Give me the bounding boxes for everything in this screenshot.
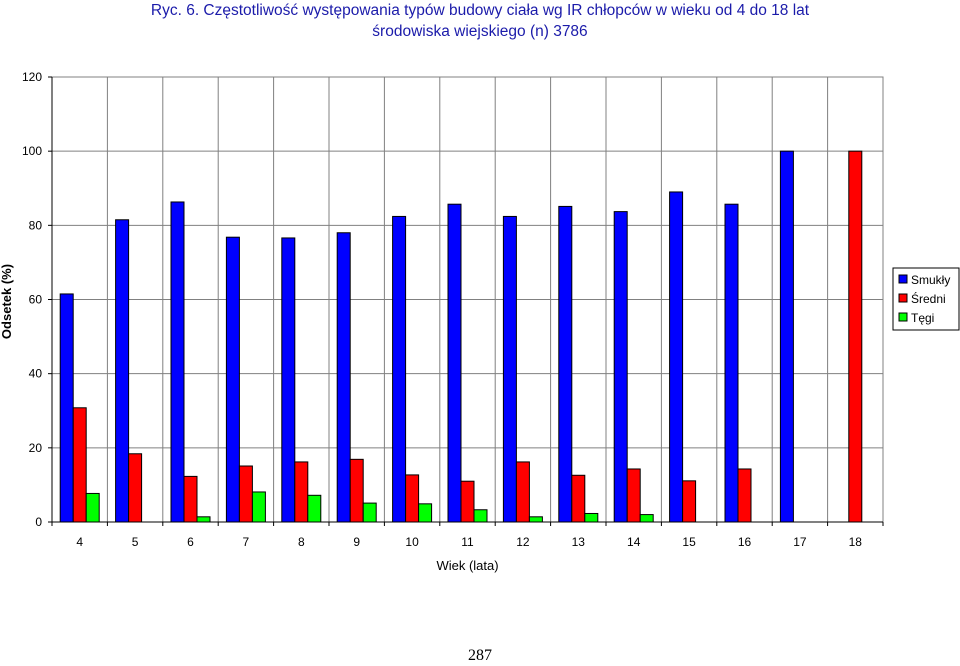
- legend-label-średni: Średni: [911, 291, 946, 306]
- x-tick-label: 5: [132, 535, 139, 549]
- legend-swatch-średni: [898, 293, 908, 303]
- x-tick-label: 7: [243, 535, 250, 549]
- bar-smukły-16: [724, 203, 739, 523]
- bar-średni-6: [183, 475, 198, 523]
- bar-średni-14: [626, 468, 641, 523]
- y-tick-label: 0: [35, 515, 42, 529]
- bar-tęgi-6: [196, 516, 211, 523]
- x-tick-label: 15: [682, 535, 696, 549]
- x-tick-label: 9: [353, 535, 360, 549]
- bar-średni-18: [848, 150, 863, 523]
- bar-smukły-5: [115, 219, 130, 523]
- legend-swatch-tęgi: [898, 312, 908, 322]
- x-tick-label: 18: [849, 535, 863, 549]
- bar-smukły-9: [336, 232, 351, 523]
- bar-średni-16: [737, 468, 752, 523]
- bar-średni-10: [405, 474, 420, 523]
- x-tick-label: 13: [572, 535, 586, 549]
- bar-tęgi-9: [362, 502, 377, 523]
- x-tick-label: 17: [793, 535, 807, 549]
- x-tick-label: 8: [298, 535, 305, 549]
- x-tick-label: 4: [76, 535, 83, 549]
- bar-średni-9: [349, 458, 364, 523]
- bar-średni-11: [460, 480, 475, 523]
- bar-smukły-4: [59, 293, 74, 523]
- legend-label-tęgi: Tęgi: [911, 311, 934, 325]
- y-axis-ticks: 0 20 40 60 80 100 120: [22, 70, 52, 529]
- bar-smukły-6: [170, 201, 185, 523]
- bar-średni-15: [682, 480, 697, 523]
- x-tick-label: 14: [627, 535, 641, 549]
- x-axis-ticks: 4 5 6 7 8 9 10 11 12 13 14 15 16 17 18: [51, 522, 884, 549]
- y-tick-label: 60: [29, 293, 43, 307]
- bar-tęgi-12: [528, 516, 543, 523]
- bar-tęgi-8: [307, 494, 322, 523]
- bar-średni-5: [128, 453, 143, 523]
- bar-średni-8: [294, 461, 309, 523]
- y-tick-label: 40: [29, 367, 43, 381]
- x-tick-label: 6: [187, 535, 194, 549]
- y-axis-label: Odsetek (%): [0, 264, 14, 339]
- legend-label-smukły: Smukły: [911, 273, 950, 287]
- x-axis-label: Wiek (lata): [436, 558, 498, 573]
- x-tick-label: 16: [738, 535, 752, 549]
- bar-tęgi-4: [85, 492, 100, 523]
- x-tick-label: 11: [461, 535, 474, 549]
- bars: [59, 150, 863, 523]
- chart-title-line-1: Ryc. 6. Częstotliwość występowania typów…: [150, 2, 810, 19]
- bar-tęgi-11: [473, 509, 488, 523]
- bar-tęgi-7: [251, 491, 266, 523]
- x-tick-label: 10: [405, 535, 419, 549]
- bar-smukły-7: [225, 236, 240, 523]
- page-number: 287: [468, 647, 492, 664]
- y-tick-label: 100: [22, 144, 42, 158]
- x-tick-label: 12: [516, 535, 530, 549]
- bar-średni-4: [72, 407, 87, 523]
- legend-swatch-smukły: [898, 274, 908, 284]
- chart-title: Ryc. 6. Częstotliwość występowania typów…: [0, 0, 960, 42]
- bar-tęgi-14: [639, 514, 654, 523]
- bar-średni-7: [238, 465, 253, 523]
- bar-średni-12: [515, 461, 530, 523]
- y-tick-label: 20: [29, 441, 43, 455]
- bar-smukły-15: [669, 191, 684, 523]
- bar-smukły-12: [502, 215, 517, 523]
- bar-tęgi-10: [418, 503, 433, 523]
- y-tick-label: 120: [22, 70, 42, 84]
- bar-smukły-17: [779, 150, 794, 523]
- bar-średni-13: [571, 474, 586, 523]
- legend: Smukły Średni Tęgi: [892, 267, 960, 331]
- y-tick-label: 80: [29, 218, 43, 232]
- bar-tęgi-13: [584, 512, 599, 523]
- chart-title-line-2: środowiska wiejskiego (n) 3786: [372, 23, 588, 40]
- bar-smukły-13: [558, 205, 573, 523]
- bar-smukły-14: [613, 211, 628, 523]
- bar-smukły-10: [392, 215, 407, 523]
- bar-smukły-11: [447, 203, 462, 523]
- bar-smukły-8: [281, 237, 296, 523]
